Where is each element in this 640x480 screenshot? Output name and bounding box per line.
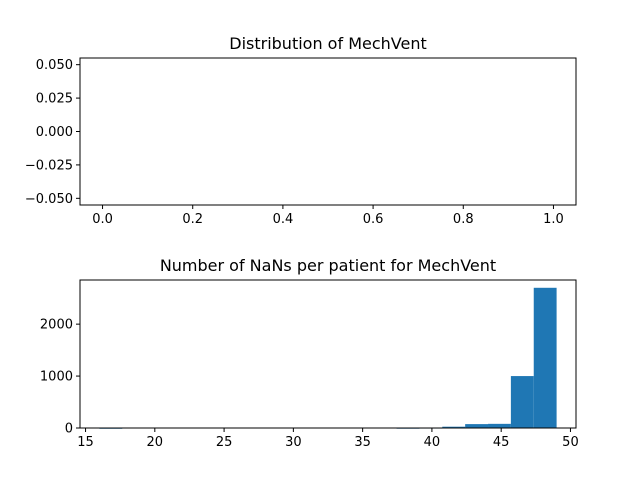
chart-mechvent-distribution: Distribution of MechVent −0.050 −0.025 0.0… — [25, 34, 577, 227]
chart-2-histogram-bar — [488, 423, 511, 428]
chart-1-x-tick-label: 0.8 — [453, 212, 474, 227]
chart-2-y-tick-label: 1000 — [40, 370, 73, 385]
chart-2-y-tick-label: 2000 — [40, 318, 73, 333]
chart-1-x-tick-label: 0.6 — [363, 212, 384, 227]
chart-2-x-tick-label: 35 — [354, 435, 371, 450]
chart-1-y-tick-label: 0.050 — [36, 58, 73, 73]
chart-1-x-tick-label: 0.0 — [92, 212, 113, 227]
chart-2-x-tick-label: 25 — [216, 435, 233, 450]
chart-2-x-tick-label: 40 — [424, 435, 441, 450]
chart-1-x-axis: 0.0 0.2 0.4 0.6 0.8 1.0 — [92, 205, 564, 227]
chart-2-histogram-bar — [533, 287, 557, 428]
chart-1-y-axis: −0.050 −0.025 0.000 0.025 0.050 — [25, 58, 80, 207]
chart-2-histogram-bar — [465, 424, 489, 428]
chart-2-y-axis: 0 1000 2000 — [40, 318, 80, 437]
chart-2-y-tick-label: 0 — [65, 422, 73, 437]
chart-1-y-tick-label: 0.025 — [36, 92, 73, 107]
chart-2-axes-frame — [79, 279, 577, 429]
chart-1-y-tick-label: −0.050 — [25, 192, 73, 207]
chart-2-x-axis: 15 20 25 30 35 40 45 50 — [77, 428, 579, 450]
chart-1-x-tick-label: 0.2 — [182, 212, 203, 227]
chart-1-x-tick-label: 1.0 — [543, 212, 564, 227]
chart-2-x-tick-label: 20 — [147, 435, 164, 450]
chart-1-axes-frame — [79, 57, 577, 206]
chart-1-y-tick-label: 0.000 — [36, 125, 73, 140]
chart-2-x-tick-label: 50 — [562, 435, 579, 450]
chart-mechvent-nans-per-patient: Number of NaNs per patient for MechVent … — [40, 256, 579, 450]
chart-2-title: Number of NaNs per patient for MechVent — [160, 256, 496, 275]
chart-1-title: Distribution of MechVent — [229, 34, 426, 53]
chart-1-y-tick-label: −0.025 — [25, 158, 73, 173]
chart-2-histogram-bar — [442, 426, 466, 428]
chart-2-x-tick-label: 15 — [77, 435, 94, 450]
chart-2-x-tick-label: 30 — [285, 435, 302, 450]
chart-2-x-tick-label: 45 — [493, 435, 510, 450]
chart-2-histogram-bar — [510, 376, 534, 428]
chart-1-x-tick-label: 0.4 — [273, 212, 294, 227]
